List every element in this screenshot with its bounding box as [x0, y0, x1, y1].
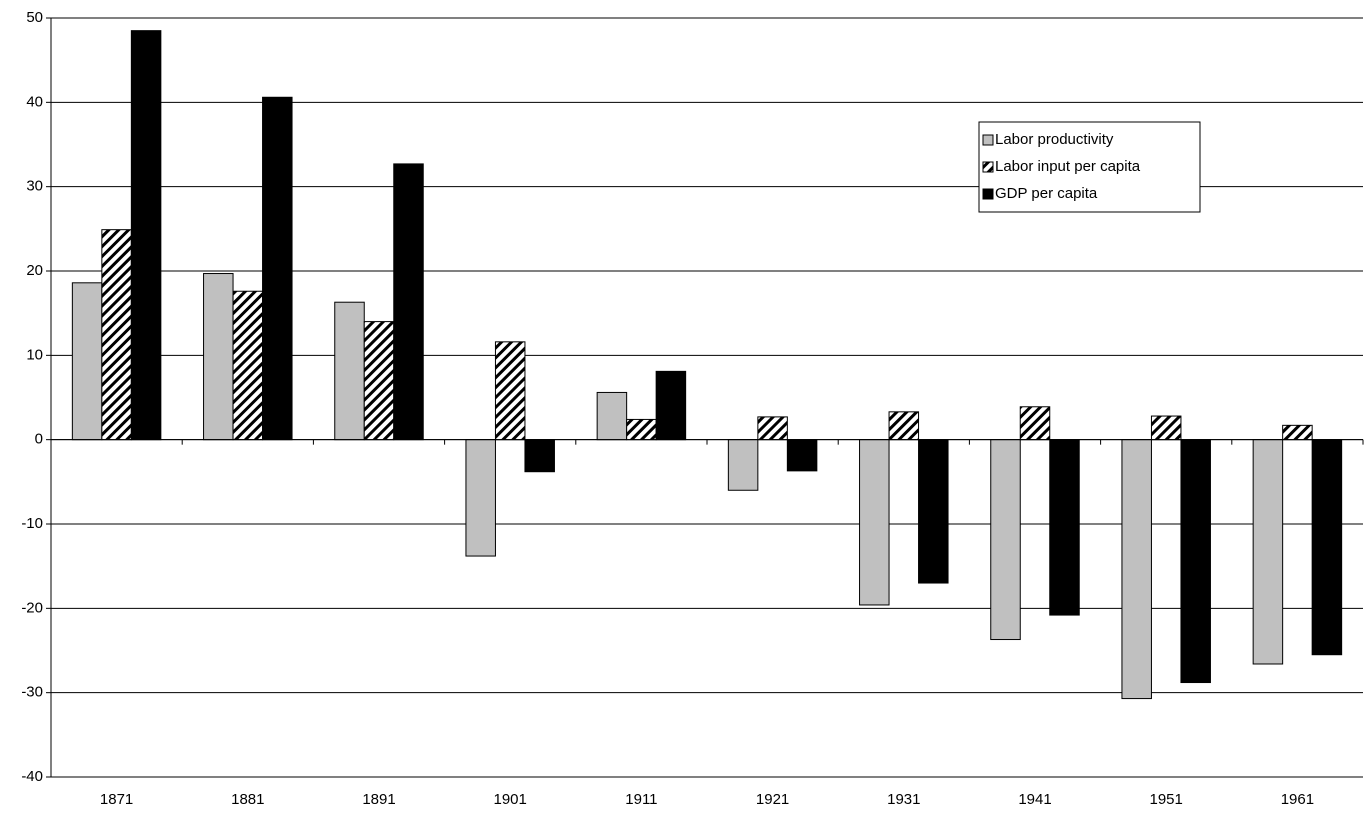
bar — [232, 290, 264, 441]
bar — [71, 282, 103, 441]
bar — [130, 30, 162, 441]
x-tick-label: 1951 — [1150, 791, 1183, 808]
bar — [727, 439, 759, 491]
y-tick-label: 40 — [26, 93, 43, 110]
bar — [1282, 424, 1313, 441]
legend-label: Labor input per capita — [995, 158, 1141, 175]
bar — [363, 321, 395, 441]
y-tick-label: -40 — [21, 768, 43, 785]
bar — [626, 418, 657, 441]
x-tick-label: 1871 — [100, 791, 133, 808]
legend-label: Labor productivity — [995, 131, 1114, 148]
bar — [1311, 439, 1343, 656]
x-tick-label: 1891 — [362, 791, 395, 808]
bar — [262, 96, 293, 441]
bar — [1019, 406, 1051, 441]
bar — [757, 416, 788, 441]
legend-swatch — [982, 134, 994, 146]
x-tick-label: 1881 — [231, 791, 264, 808]
bar — [786, 439, 818, 472]
bar — [334, 301, 365, 441]
bar — [1252, 439, 1284, 665]
x-tick-label: 1911 — [625, 791, 657, 808]
bar — [1150, 415, 1182, 441]
bar — [1121, 439, 1152, 700]
bar — [494, 341, 526, 441]
y-tick-label: 20 — [26, 262, 43, 279]
y-tick-label: -20 — [21, 599, 43, 616]
bar — [918, 439, 949, 584]
bar — [1049, 439, 1080, 616]
y-tick-label: 0 — [35, 431, 43, 448]
legend-box — [978, 121, 1201, 213]
x-tick-label: 1941 — [1018, 791, 1051, 808]
bar — [393, 163, 424, 441]
bar — [203, 273, 234, 441]
x-tick-label: 1931 — [887, 791, 920, 808]
legend-swatch — [982, 161, 994, 173]
bar — [990, 439, 1021, 641]
bar — [596, 391, 628, 441]
x-tick-label: 1961 — [1281, 791, 1314, 808]
bar — [465, 439, 496, 557]
bar — [655, 370, 687, 441]
bar — [1180, 439, 1211, 684]
bar — [888, 411, 920, 441]
y-tick-label: 50 — [26, 9, 43, 26]
bar — [859, 439, 890, 606]
legend-label: GDP per capita — [995, 185, 1098, 202]
y-tick-label: -10 — [21, 515, 43, 532]
y-tick-label: 30 — [26, 178, 43, 195]
bar — [524, 439, 555, 473]
legend-swatch — [982, 188, 994, 200]
bar — [101, 229, 132, 441]
x-tick-label: 1921 — [756, 791, 789, 808]
y-tick-label: 10 — [26, 346, 43, 363]
x-tick-label: 1901 — [494, 791, 527, 808]
y-tick-label: -30 — [21, 684, 43, 701]
